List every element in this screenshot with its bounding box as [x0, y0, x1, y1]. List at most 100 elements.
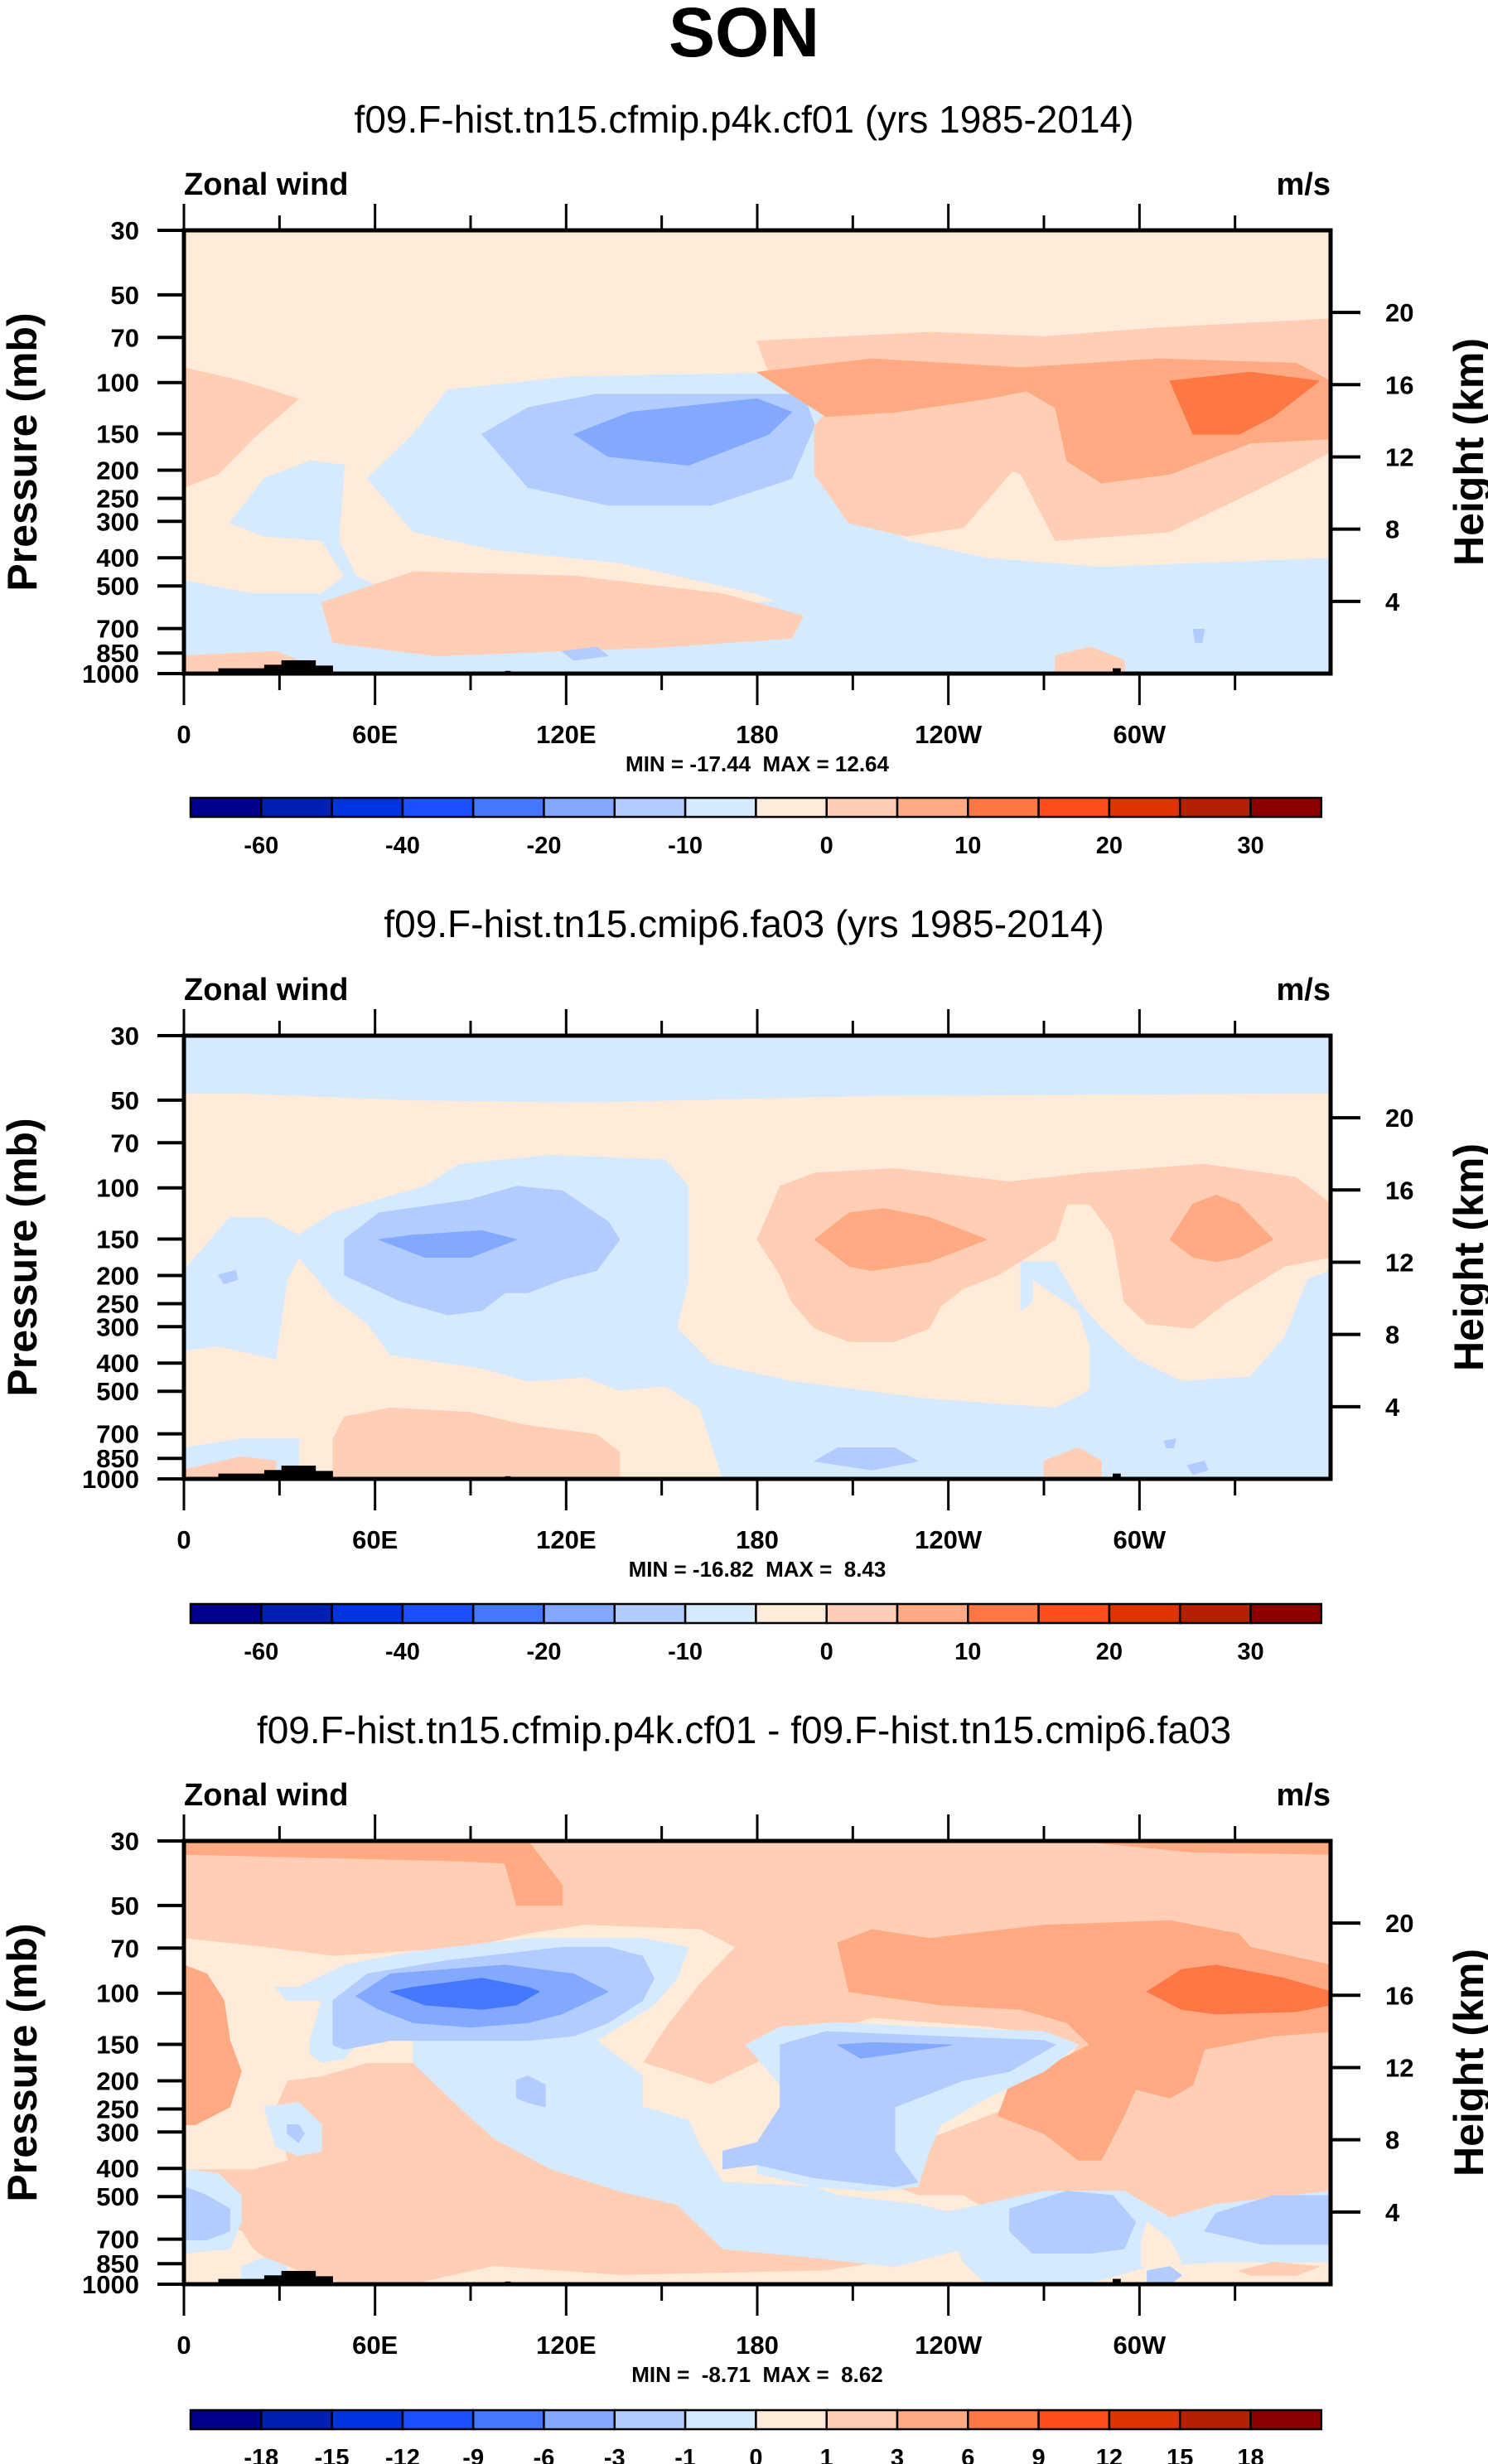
colorbar-box — [1249, 796, 1323, 819]
min-max-label: MIN = -8.71 MAX = 8.62 — [631, 2362, 882, 2387]
y-tick-label: 200 — [96, 456, 139, 485]
colorbar-box — [401, 796, 475, 819]
y-right-tick-label: 12 — [1385, 442, 1413, 471]
x-tick-label: 180 — [736, 1525, 779, 1554]
x-tick-label: 0 — [176, 720, 191, 749]
contour-region — [184, 1036, 1331, 1103]
y-tick-label: 400 — [96, 1349, 139, 1378]
y-right-tick-label: 4 — [1385, 587, 1400, 616]
contour-region — [1186, 1461, 1209, 1476]
panel-title: f09.F-hist.tn15.cmip6.fa03 (yrs 1985-201… — [384, 902, 1104, 945]
y-tick-label: 500 — [96, 1377, 139, 1406]
colorbar-label: 0 — [820, 833, 833, 859]
y-tick-label: 250 — [96, 2094, 139, 2123]
colorbar-label: 30 — [1237, 1639, 1263, 1665]
topography — [281, 1465, 316, 1479]
y-right-axis-title: Height (km) — [1446, 338, 1488, 566]
y-right-tick-label: 8 — [1385, 2126, 1399, 2155]
colorbar-label: 15 — [1167, 2445, 1193, 2464]
contour-region — [184, 1841, 563, 1906]
y-right-axis-title: Height (km) — [1446, 1143, 1488, 1371]
colorbar-box — [613, 1602, 687, 1625]
y-tick-label: 100 — [96, 369, 139, 398]
panel-3: f09.F-hist.tn15.cfmip.p4k.cf01 - f09.F-h… — [0, 1708, 1488, 2464]
contour-region — [1169, 1195, 1274, 1263]
y-tick-label: 400 — [96, 2154, 139, 2183]
colorbar-label: -3 — [604, 2445, 626, 2464]
y-right-tick-label: 8 — [1385, 1321, 1399, 1350]
contour-region — [756, 358, 1033, 418]
y-tick-label: 100 — [96, 1979, 139, 2008]
x-tick-label: 0 — [176, 2331, 191, 2360]
colorbar-box — [471, 796, 545, 819]
topography — [1113, 668, 1121, 674]
contour-region — [814, 1447, 919, 1471]
y-right-tick-label: 4 — [1385, 2198, 1400, 2227]
y-tick-label: 30 — [111, 216, 139, 245]
topography — [218, 1473, 270, 1479]
colorbar-box — [471, 2408, 545, 2431]
y-tick-label: 200 — [96, 1261, 139, 1290]
colorbar-label: 1 — [820, 2445, 833, 2464]
topography — [281, 659, 316, 674]
panel-title: f09.F-hist.tn15.cfmip.p4k.cf01 - f09.F-h… — [257, 1708, 1231, 1751]
y-tick-label: 30 — [111, 1827, 139, 1856]
colorbar-box — [967, 2408, 1040, 2431]
x-tick-label: 60E — [352, 720, 398, 749]
x-tick-label: 120W — [915, 720, 983, 749]
colorbar-box — [1037, 2408, 1111, 2431]
colorbar-box — [543, 2408, 616, 2431]
colorbar-label: -60 — [244, 1639, 278, 1665]
x-tick-label: 60E — [352, 1525, 398, 1554]
colorbar-box — [967, 1602, 1040, 1625]
contour-region — [1078, 1841, 1331, 1855]
colorbar-box — [189, 2408, 263, 2431]
colorbar: -18 -15 -12 -9 -6 -3 -1 0 1 3 6 9 12 15 18 — [189, 2408, 1323, 2464]
variable-label: Zonal wind — [184, 1778, 348, 1813]
topography — [310, 1471, 333, 1479]
x-tick-label: 120E — [536, 2331, 596, 2360]
contour-region — [389, 1978, 540, 2010]
colorbar-label: -10 — [668, 833, 703, 859]
colorbar-box — [189, 796, 263, 819]
colorbar-label: 20 — [1096, 833, 1123, 859]
min-max-label: MIN = -17.44 MAX = 12.64 — [626, 751, 889, 776]
colorbar-label: -6 — [534, 2445, 555, 2464]
panel-1: f09.F-hist.tn15.cfmip.p4k.cf01 (yrs 1985… — [0, 98, 1488, 859]
colorbar-label: -10 — [668, 1639, 703, 1665]
x-tick-label: 0 — [176, 1525, 191, 1554]
colorbar-box — [896, 1602, 969, 1625]
contour-region — [218, 1270, 239, 1285]
colorbar: -60 -40 -20 -10 0 10 20 30 — [189, 1602, 1323, 1665]
colorbar-label: -9 — [462, 2445, 484, 2464]
topography — [218, 668, 270, 674]
colorbar-box — [331, 796, 404, 819]
colorbar-label: -40 — [385, 833, 420, 859]
colorbar-label: 9 — [1032, 2445, 1046, 2464]
x-tick-label: 60W — [1113, 720, 1166, 749]
y-axis-title: Pressure (mb) — [0, 312, 46, 591]
colorbar-box — [401, 2408, 475, 2431]
colorbar-box — [471, 1602, 545, 1625]
colorbar-label: -15 — [315, 2445, 350, 2464]
contour-region — [184, 367, 299, 488]
y-tick-label: 30 — [111, 1022, 139, 1051]
y-axis-title: Pressure (mb) — [0, 1923, 46, 2201]
contour-fills — [184, 1036, 1331, 1479]
colorbar-label: 10 — [954, 833, 981, 859]
colorbar-box — [1108, 2408, 1181, 2431]
colorbar: -60 -40 -20 -10 0 10 20 30 — [189, 796, 1323, 859]
colorbar-box — [1178, 2408, 1252, 2431]
y-tick-label: 1000 — [82, 2270, 139, 2299]
colorbar-box — [755, 796, 828, 819]
y-tick-label: 150 — [96, 420, 139, 449]
panel-2: f09.F-hist.tn15.cmip6.fa03 (yrs 1985-201… — [0, 902, 1488, 1665]
contour-region — [1147, 2266, 1182, 2284]
y-right-tick-label: 8 — [1385, 515, 1399, 544]
colorbar-box — [896, 2408, 969, 2431]
colorbar-label: -20 — [527, 1639, 562, 1665]
contour-region — [184, 1964, 242, 2125]
colorbar-label: -20 — [527, 833, 562, 859]
colorbar-label: 0 — [820, 1639, 833, 1665]
